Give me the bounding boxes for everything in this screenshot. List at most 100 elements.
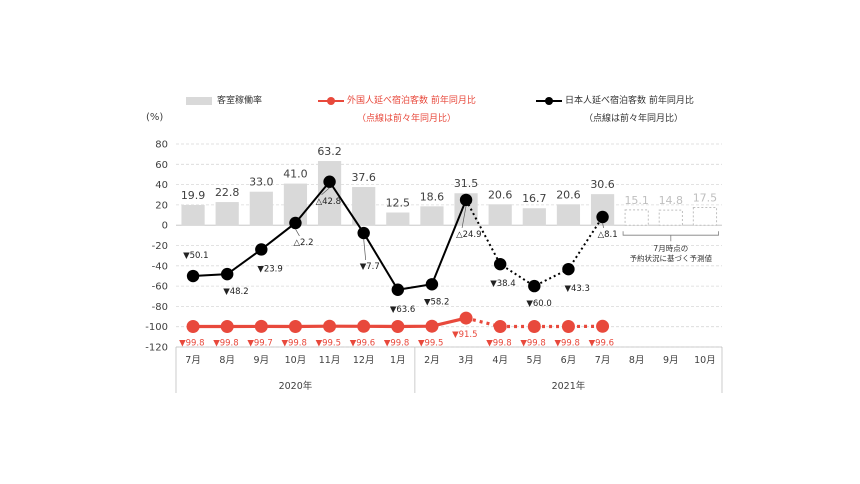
- foreign-value-label: ▼99.8: [179, 338, 204, 348]
- japanese-value-label: ▼38.4: [490, 279, 515, 289]
- japanese-marker: [323, 175, 336, 188]
- japanese-value-label: ▼48.2: [223, 287, 248, 297]
- x-tick-label: 9月: [254, 355, 270, 366]
- foreign-marker: [357, 319, 371, 333]
- japanese-value-label: ▼7.7: [360, 262, 380, 272]
- japanese-value-label: △8.1: [598, 230, 618, 240]
- occupancy-bar-forecast: [624, 209, 649, 226]
- y-tick-label: 40: [155, 180, 168, 191]
- legend-occupancy-swatch: [186, 96, 212, 105]
- x-tick-label: 5月: [527, 355, 543, 366]
- japanese-marker: [220, 267, 234, 281]
- occupancy-value-label: 20.6: [488, 188, 513, 201]
- y-tick-label: 20: [155, 200, 168, 211]
- forecast-bracket: [622, 231, 719, 242]
- foreign-marker: [288, 319, 302, 333]
- legend-foreign: 外国人延べ宿泊客数 前年同月比: [318, 93, 476, 106]
- japanese-marker: [528, 279, 541, 293]
- x-tick-label: 8月: [219, 355, 235, 366]
- occupancy-value-label: 19.9: [181, 189, 206, 202]
- x-tick-label: 3月: [458, 355, 474, 366]
- foreign-marker: [425, 319, 439, 333]
- occupancy-bar: [181, 205, 205, 226]
- y-tick-label: -20: [152, 241, 168, 252]
- japanese-marker: [255, 243, 268, 256]
- y-tick-label: -40: [152, 261, 168, 272]
- japanese-label-leader: [321, 187, 330, 196]
- japanese-marker: [459, 193, 473, 207]
- legend-japanese-label: 日本人延べ宿泊客数 前年同月比: [565, 96, 694, 106]
- legend-foreign-swatch: [318, 96, 344, 106]
- foreign-marker: [391, 319, 405, 333]
- occupancy-value-label: 20.6: [556, 188, 581, 201]
- legend-occupancy-label: 客室稼働率: [217, 96, 263, 106]
- japanese-label-leader: [602, 222, 604, 229]
- japanese-value-label: ▼50.1: [183, 251, 208, 261]
- y-tick-label: -100: [145, 322, 168, 333]
- occupancy-value-label: 63.2: [317, 145, 342, 158]
- foreign-value-label: ▼99.5: [418, 338, 443, 348]
- occupancy-bar: [488, 204, 512, 226]
- japanese-value-label: ▼43.3: [564, 284, 589, 294]
- japanese-marker: [562, 262, 575, 276]
- occupancy-value-label: 37.6: [351, 171, 376, 184]
- occupancy-bar: [352, 187, 376, 226]
- japanese-label-leader: [363, 238, 367, 261]
- foreign-value-label: ▼99.8: [213, 338, 238, 348]
- occupancy-bar: [522, 208, 546, 226]
- japanese-marker: [186, 269, 200, 283]
- japanese-value-label: △24.9: [456, 230, 481, 240]
- occupancy-bar: [386, 212, 410, 226]
- occupancy-bar: [249, 191, 273, 226]
- forecast-annotation: 予約状況に基づく予測値: [630, 253, 713, 263]
- japanese-marker: [357, 226, 370, 240]
- foreign-value-label: ▼99.8: [554, 338, 579, 348]
- foreign-line-dotted: [465, 316, 603, 329]
- occupancy-bar: [420, 206, 444, 226]
- x-tick-label: 4月: [492, 355, 508, 366]
- foreign-value-label: ▼99.5: [316, 338, 341, 348]
- japanese-marker: [289, 216, 302, 230]
- occupancy-value-label: 41.0: [283, 168, 308, 181]
- occupancy-bar: [317, 161, 342, 226]
- x-tick-label: 10月: [285, 355, 307, 366]
- legend-foreign-label: 外国人延べ宿泊客数 前年同月比: [347, 96, 476, 106]
- x-tick-label: 2月: [424, 355, 440, 366]
- y-tick-label: -120: [145, 343, 168, 354]
- occupancy-value-label: 14.8: [659, 194, 684, 207]
- y-tick-label: -80: [152, 302, 168, 313]
- foreign-marker: [561, 319, 575, 333]
- foreign-value-label: ▼99.7: [247, 338, 272, 348]
- foreign-marker: [493, 319, 507, 333]
- x-tick-label: 1月: [390, 355, 406, 366]
- occupancy-bar-forecast: [658, 209, 683, 226]
- x-tick-label: 10月: [694, 355, 716, 366]
- x-tick-label: 11月: [319, 355, 341, 366]
- forecast-annotation: 7月時点の: [653, 244, 688, 253]
- foreign-value-label: ▼99.8: [281, 338, 306, 348]
- occupancy-value-label: 22.8: [215, 186, 240, 199]
- legend-foreign-note: （点線は前々年同月比）: [357, 114, 457, 124]
- foreign-value-label: ▼99.8: [520, 338, 545, 348]
- japanese-value-label: ▼63.6: [390, 305, 415, 315]
- foreign-value-label: ▼99.6: [350, 338, 375, 348]
- y-tick-label: 60: [155, 160, 168, 171]
- japanese-value-label: ▼58.2: [424, 297, 449, 307]
- japanese-value-label: ▼23.9: [257, 264, 282, 274]
- japanese-value-label: ▼60.0: [526, 299, 551, 309]
- japanese-value-label: △2.2: [293, 238, 313, 248]
- japanese-label-leader: [461, 205, 467, 228]
- foreign-marker: [220, 319, 234, 333]
- x-tick-label: 7月: [595, 355, 611, 366]
- foreign-marker: [323, 319, 337, 333]
- y-tick-label: -60: [152, 282, 168, 293]
- x-tick-label: 12月: [353, 355, 375, 366]
- y-tick-label: 80: [155, 140, 168, 151]
- occupancy-value-label: 15.1: [624, 194, 649, 207]
- legend-japanese: 日本人延べ宿泊客数 前年同月比: [536, 93, 694, 106]
- occupancy-value-label: 18.6: [420, 190, 445, 203]
- x-tick-label: 8月: [629, 355, 645, 366]
- foreign-value-label: ▼91.5: [452, 330, 477, 340]
- x-tick-label: 7月: [185, 355, 201, 366]
